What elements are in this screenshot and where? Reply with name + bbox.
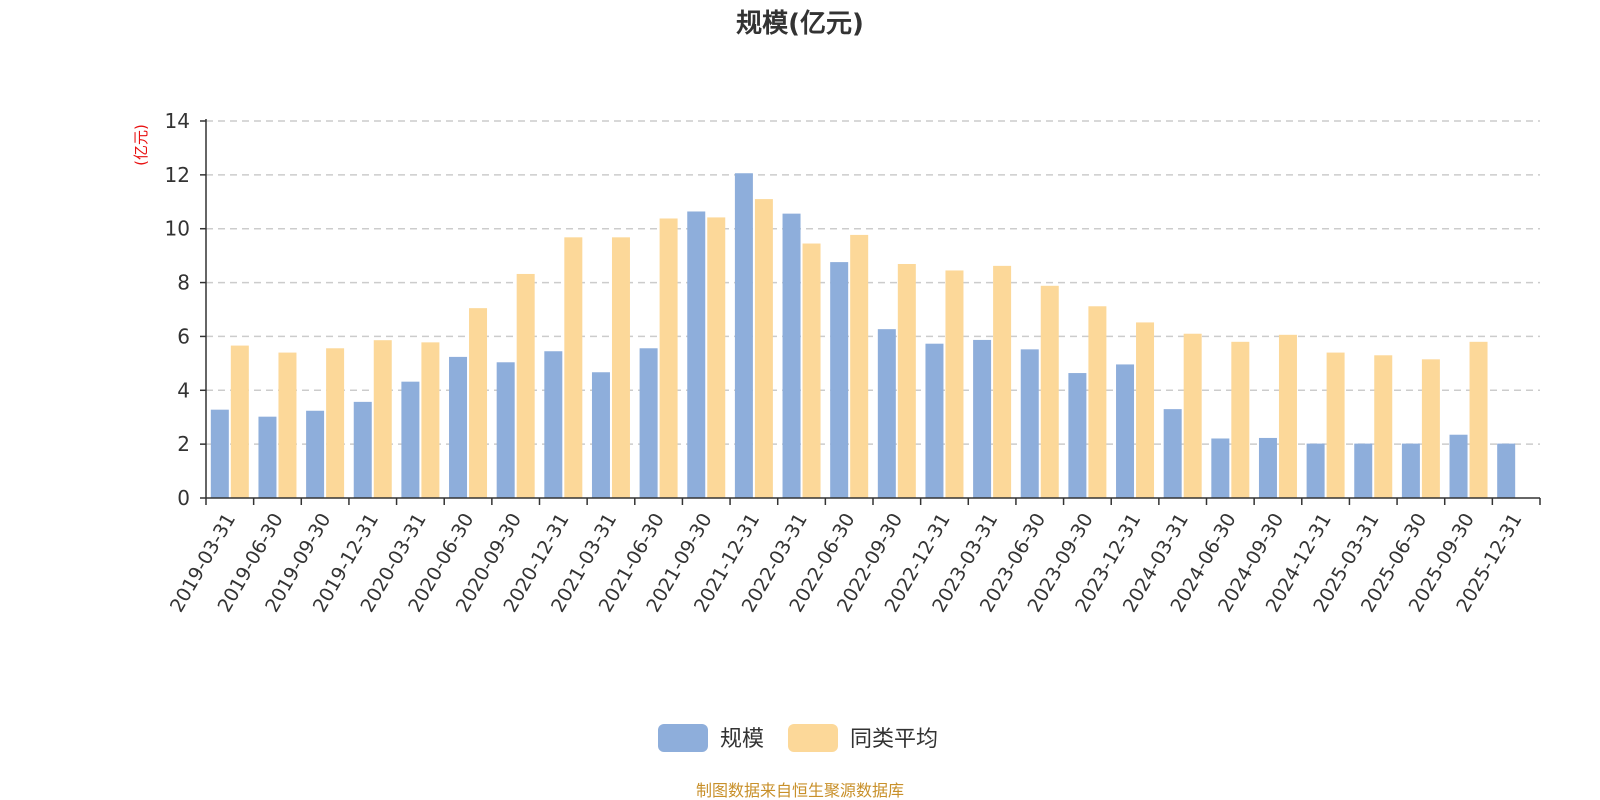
chart-title: 规模(亿元) [736, 9, 864, 39]
bar-guimo [1401, 443, 1420, 498]
bar-average [1326, 352, 1345, 498]
y-tick-label: 4 [177, 378, 190, 402]
bar-average [897, 263, 916, 498]
legend-swatch-guimo [658, 724, 708, 752]
bar-guimo [258, 416, 277, 498]
bar-average [326, 348, 345, 498]
bar-average [564, 237, 583, 498]
bar-guimo [496, 362, 515, 498]
bar-guimo [1306, 443, 1325, 498]
bar-average [707, 217, 726, 498]
bar-guimo [401, 381, 420, 498]
bar-guimo [1211, 438, 1230, 498]
bar-guimo [1449, 434, 1468, 498]
bar-average [993, 265, 1012, 498]
bar-guimo [1068, 373, 1087, 498]
bar-average [469, 308, 488, 498]
bar-guimo [306, 410, 325, 498]
bar-average [373, 340, 392, 498]
bar-average [516, 273, 535, 498]
bar-average [278, 352, 297, 498]
bar-average [1136, 322, 1155, 498]
bar-average [1040, 285, 1059, 498]
legend-label-average: 同类平均 [850, 727, 938, 752]
bar-average [611, 237, 630, 498]
bar-guimo [973, 339, 992, 498]
data-source-note: 制图数据来自恒生聚源数据库 [696, 781, 904, 800]
bar-guimo [877, 329, 896, 498]
y-axis-unit-label: (亿元) [132, 124, 150, 166]
bar-average [1469, 341, 1488, 498]
bar-average [802, 243, 821, 498]
bar-guimo [925, 343, 944, 498]
legend-swatch-average [788, 724, 838, 752]
y-tick-label: 14 [165, 109, 190, 133]
y-axis-ticks: 0 2 4 6 8 10 12 14 [165, 109, 206, 510]
bar-guimo [687, 211, 706, 499]
bar-average [1183, 333, 1202, 498]
bar-guimo [353, 401, 372, 498]
bar-average [850, 234, 869, 499]
bar-guimo [734, 173, 753, 498]
y-tick-label: 8 [177, 271, 190, 295]
bar-average [1088, 306, 1107, 498]
bar-average [659, 218, 678, 498]
y-tick-label: 12 [165, 163, 190, 187]
bar-guimo [591, 372, 610, 498]
x-axis-ticks: 2019-03-312019-06-302019-09-302019-12-31… [166, 498, 1541, 616]
y-tick-label: 10 [165, 217, 190, 241]
bar-guimo [544, 351, 563, 498]
bar-guimo [782, 213, 801, 499]
bar-guimo [1354, 443, 1373, 498]
bar-average [421, 342, 440, 498]
bar-guimo [1497, 443, 1516, 498]
bar-guimo [1020, 349, 1039, 498]
bar-average [1374, 355, 1393, 498]
bar-average [1278, 334, 1297, 498]
bar-average [230, 345, 249, 498]
bar-average [754, 199, 773, 499]
y-tick-label: 6 [177, 324, 190, 348]
bar-guimo [1116, 364, 1135, 498]
bar-guimo [639, 348, 658, 498]
bar-guimo [1258, 437, 1277, 498]
bar-guimo [1163, 409, 1182, 498]
bar-average [945, 270, 964, 498]
bar-guimo [830, 262, 849, 498]
bar-guimo [449, 356, 468, 498]
y-tick-label: 2 [177, 432, 190, 456]
bar-guimo [210, 409, 229, 498]
legend: 规模 同类平均 [658, 724, 938, 752]
y-tick-label: 0 [177, 486, 190, 510]
bar-average [1231, 341, 1250, 498]
bar-average [1421, 359, 1440, 498]
legend-label-guimo: 规模 [720, 727, 764, 752]
bars-group [210, 173, 1516, 499]
